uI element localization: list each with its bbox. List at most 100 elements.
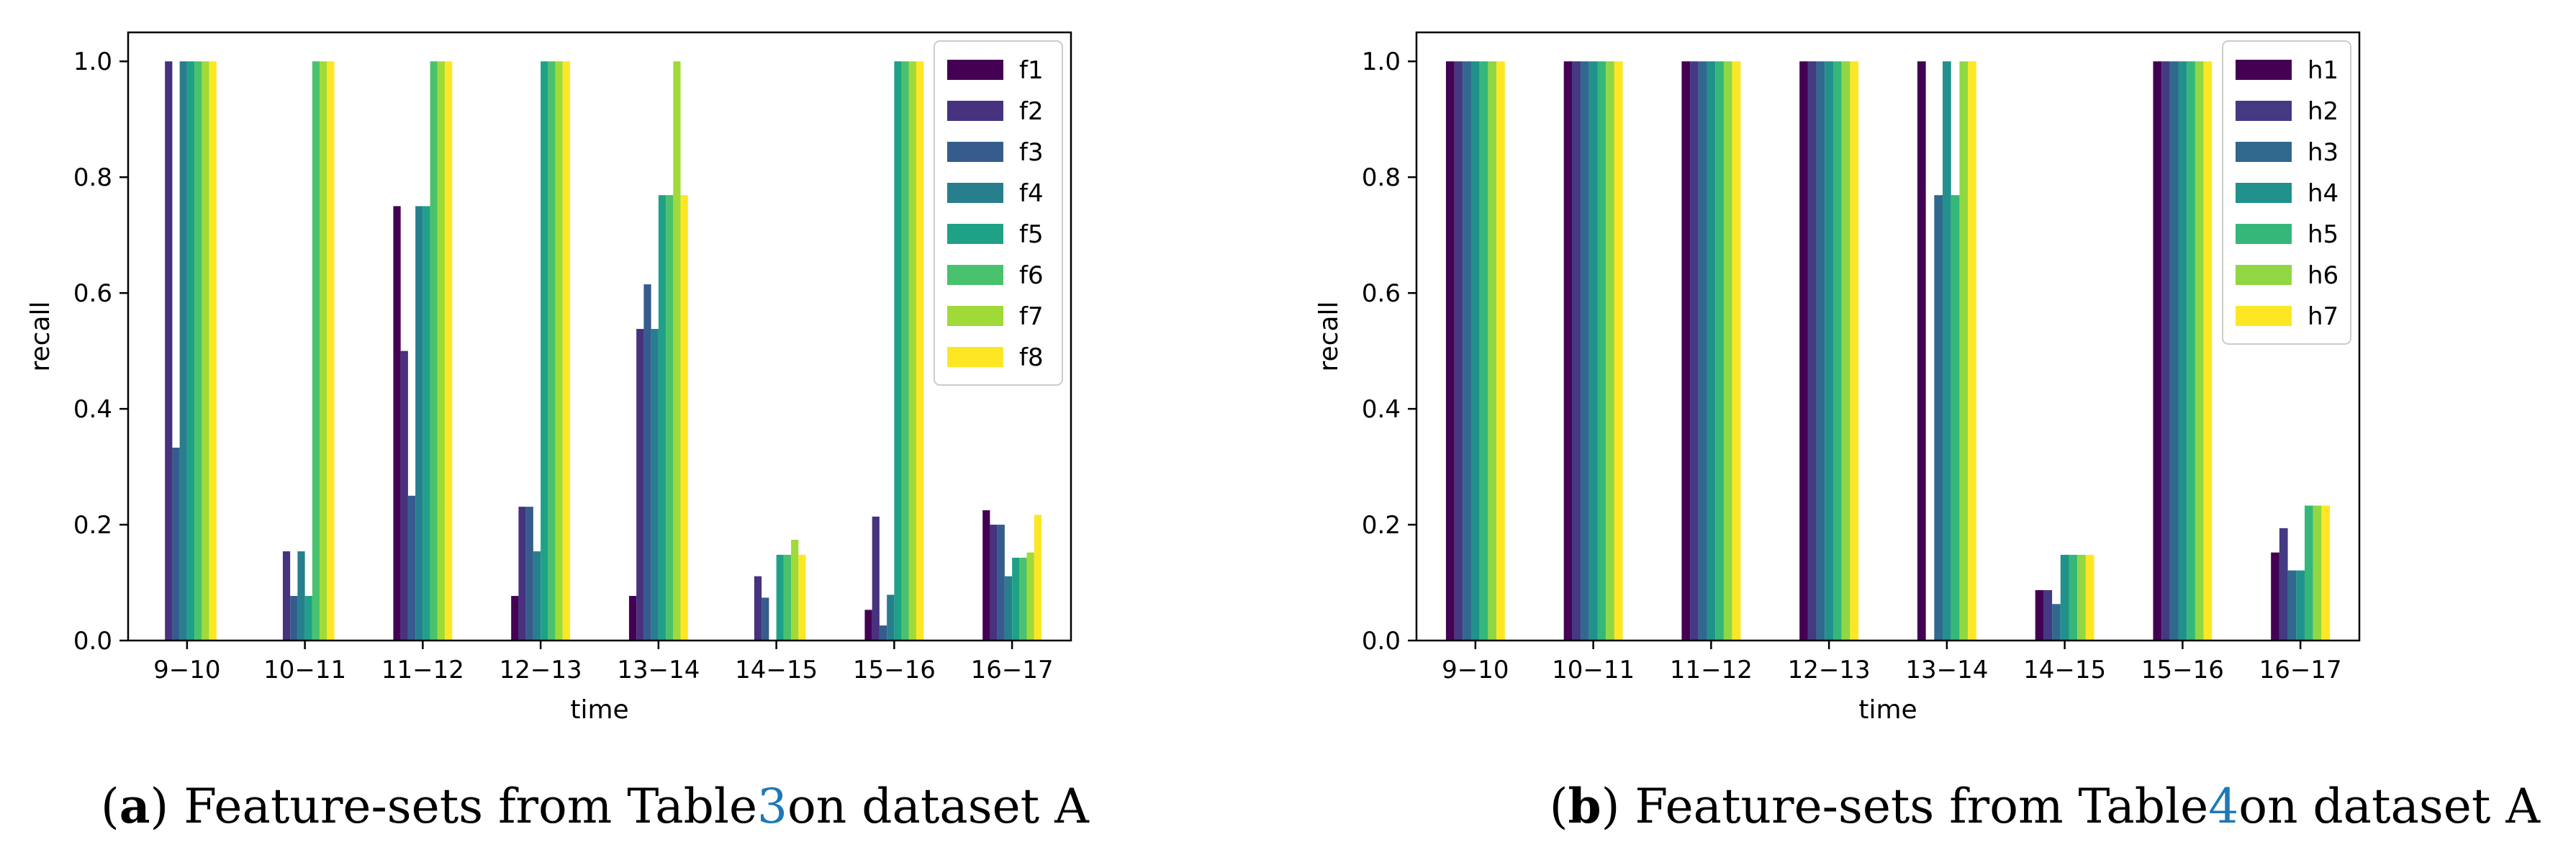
legend-label-f4: f4	[1019, 179, 1044, 208]
bar-h2-1	[1572, 61, 1581, 641]
bar-h6-6	[2195, 61, 2204, 641]
y-tick-label: 0.0	[1362, 627, 1401, 656]
bar-f8-2	[445, 61, 453, 641]
bar-h7-3	[1850, 61, 1859, 641]
bar-h5-7	[2304, 505, 2313, 641]
bar-f7-4	[673, 61, 681, 641]
caption-text: Feature-sets from Table	[1635, 778, 2209, 834]
bar-f5-4	[658, 195, 666, 641]
table-ref-link[interactable]: 4	[2208, 778, 2239, 834]
bar-h5-1	[1597, 61, 1606, 641]
bar-h7-6	[2203, 61, 2213, 641]
bar-h2-2	[1690, 61, 1699, 641]
legend-swatch-h4	[2236, 183, 2292, 203]
legend-swatch-f4	[947, 183, 1003, 203]
bar-h4-1	[1588, 61, 1598, 641]
bar-f6-3	[548, 61, 556, 641]
x-tick-label: 16−17	[971, 656, 1054, 684]
legend-swatch-h5	[2236, 224, 2292, 244]
bar-f1-4	[628, 596, 637, 641]
bar-f3-0	[172, 448, 180, 641]
bar-f8-0	[209, 61, 217, 641]
bar-h7-2	[1732, 61, 1741, 641]
bar-f2-1	[282, 551, 291, 641]
x-tick-label: 13−14	[617, 656, 700, 684]
bar-h6-3	[1841, 61, 1850, 641]
x-axis-label: time	[1858, 695, 1917, 725]
bar-f2-5	[754, 576, 762, 641]
bar-f6-6	[901, 61, 909, 641]
bar-f3-6	[879, 625, 887, 641]
legend-label-f3: f3	[1019, 138, 1044, 167]
x-tick-label: 15−16	[2141, 656, 2224, 684]
y-tick-label: 0.2	[73, 511, 112, 540]
legend-swatch-f2	[947, 101, 1003, 121]
legend: h1 h2 h3 h4 h5 h6 h7	[2222, 40, 2351, 345]
bar-f4-4	[651, 329, 659, 641]
bar-h1-2	[1681, 61, 1691, 641]
caption-suffix: on dataset A	[787, 778, 1089, 834]
bar-f3-4	[643, 284, 651, 641]
legend-swatch-h1	[2236, 60, 2292, 80]
x-tick-label: 12−13	[1788, 656, 1871, 684]
bar-h6-7	[2313, 505, 2322, 641]
bar-f2-4	[636, 329, 644, 641]
bar-f5-5	[776, 554, 784, 641]
legend-label-h5: h5	[2308, 220, 2338, 249]
subfigure-a: 0.0 0.2 0.4 0.6 0.8 1.0 9−10 10−11 11−12 12−13 13−…	[26, 31, 1089, 834]
caption-label: b	[1568, 778, 1601, 834]
legend-label-f5: f5	[1019, 220, 1044, 249]
bar-f7-7	[1026, 552, 1034, 641]
bar-f6-0	[194, 61, 202, 641]
legend-label-f7: f7	[1019, 302, 1044, 331]
legend-swatch-h2	[2236, 101, 2292, 121]
bar-h4-4	[1943, 61, 1951, 641]
bar-f1-6	[864, 610, 872, 641]
legend-label-f8: f8	[1019, 343, 1044, 372]
bar-h1-1	[1563, 61, 1573, 641]
bar-h2-0	[1454, 61, 1463, 641]
caption-label: a	[119, 778, 150, 834]
y-tick-label: 0.6	[1362, 279, 1401, 308]
bar-f5-7	[1012, 557, 1020, 641]
bar-f2-0	[165, 61, 173, 641]
x-tick-label: 11−12	[381, 656, 464, 684]
bar-h1-7	[2271, 552, 2279, 641]
legend-swatch-f7	[947, 306, 1003, 326]
bar-f5-6	[894, 61, 902, 641]
bar-h5-5	[2069, 554, 2078, 641]
table-ref-link[interactable]: 3	[757, 778, 788, 834]
chart-b: 0.0 0.2 0.4 0.6 0.8 1.0 9−10 10−11 11−12 12−13 13−…	[1314, 31, 2361, 725]
bar-f3-3	[525, 507, 533, 641]
bar-h5-2	[1715, 61, 1724, 641]
legend-swatch-f8	[947, 347, 1003, 367]
x-tick-label: 14−15	[2023, 656, 2106, 684]
bar-h3-1	[1581, 61, 1589, 641]
bar-h1-6	[2153, 61, 2162, 641]
legend-swatch-h7	[2236, 306, 2292, 326]
bar-f6-4	[666, 195, 674, 641]
legend-swatch-f3	[947, 142, 1003, 162]
bar-h6-2	[1723, 61, 1732, 641]
legend-label-f1: f1	[1019, 56, 1044, 85]
legend: f1 f2 f3 f4 f5 f6 f7 f8	[934, 40, 1063, 386]
bar-f8-3	[562, 61, 571, 641]
y-tick-label: 0.4	[73, 395, 112, 424]
legend-swatch-f5	[947, 224, 1003, 244]
bar-h3-6	[2169, 61, 2179, 641]
bar-f4-0	[179, 61, 187, 641]
bar-f6-2	[430, 61, 438, 641]
bar-f1-3	[511, 596, 519, 641]
bar-h3-5	[2052, 604, 2061, 641]
legend-swatch-f6	[947, 265, 1003, 285]
legend-swatch-h3	[2236, 142, 2292, 162]
bar-f3-5	[761, 597, 769, 641]
y-tick-label: 0.2	[1362, 511, 1401, 540]
bar-f5-3	[541, 61, 548, 641]
bar-h4-7	[2296, 570, 2305, 641]
bar-f4-6	[887, 594, 895, 641]
bar-f8-6	[916, 61, 924, 641]
y-tick-label: 1.0	[1362, 48, 1401, 76]
x-tick-label: 12−13	[500, 656, 582, 684]
bar-f5-0	[186, 61, 195, 641]
